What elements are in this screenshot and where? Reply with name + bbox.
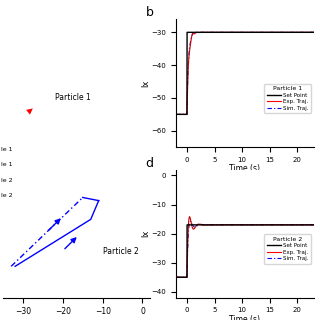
Text: b: b xyxy=(146,6,154,20)
Text: le 1: le 1 xyxy=(1,162,13,167)
Text: le 1: le 1 xyxy=(1,147,13,152)
Legend: Set Point, Exp. Traj., Sim. Traj.: Set Point, Exp. Traj., Sim. Traj. xyxy=(264,234,311,264)
Text: d: d xyxy=(146,157,154,170)
Y-axis label: lx: lx xyxy=(141,79,150,87)
X-axis label: Time (s): Time (s) xyxy=(229,315,260,320)
Text: Particle 2: Particle 2 xyxy=(103,247,139,256)
Text: le 2: le 2 xyxy=(1,194,13,198)
X-axis label: Time (s): Time (s) xyxy=(229,164,260,173)
Legend: Set Point, Exp. Traj., Sim. Traj.: Set Point, Exp. Traj., Sim. Traj. xyxy=(264,84,311,113)
Text: Particle 1: Particle 1 xyxy=(55,93,91,102)
X-axis label: $\overline{x}$: $\overline{x}$ xyxy=(73,318,81,320)
Y-axis label: lx: lx xyxy=(141,230,150,237)
Text: le 2: le 2 xyxy=(1,178,13,183)
